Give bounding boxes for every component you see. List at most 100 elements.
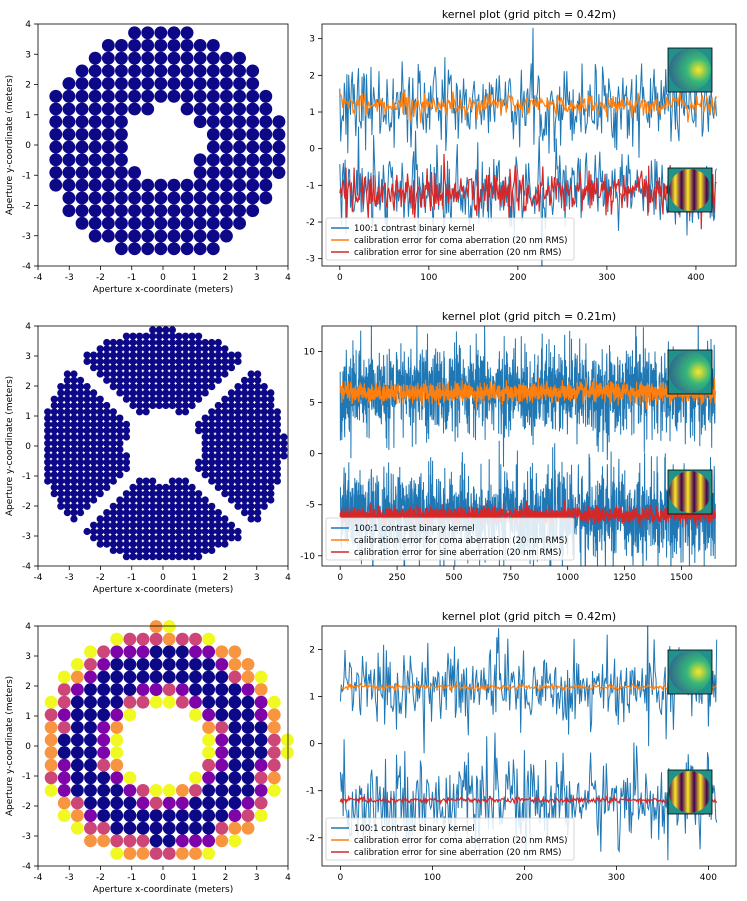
aperture-point: [90, 414, 98, 422]
aperture-point: [233, 127, 246, 141]
aperture-point: [135, 370, 144, 378]
aperture-point: [221, 452, 229, 460]
aperture-point: [168, 382, 176, 391]
aperture-point: [115, 140, 128, 154]
aperture-point: [70, 483, 78, 492]
aperture-point: [189, 809, 202, 823]
aperture-point: [202, 771, 216, 785]
aperture-point: [181, 351, 190, 359]
legend-entry: 100:1 contrast binary kernel: [354, 824, 475, 834]
aperture-point: [149, 521, 157, 529]
aperture-point: [162, 508, 170, 517]
aperture-point: [168, 483, 176, 492]
aperture-point: [63, 439, 71, 447]
aperture-point: [241, 733, 255, 747]
aperture-point: [96, 364, 104, 372]
aperture-point: [97, 834, 111, 848]
aperture-point: [155, 326, 163, 334]
coma-inset-disk: [669, 651, 711, 693]
aperture-point: [116, 464, 124, 473]
aperture-point: [135, 401, 144, 410]
aperture-point: [123, 846, 137, 860]
aperture-point: [122, 527, 131, 536]
aperture-point: [154, 204, 168, 218]
aperture-point: [208, 376, 216, 384]
aperture-point: [142, 553, 150, 561]
aperture-point: [267, 471, 275, 479]
aperture-point: [101, 229, 115, 243]
y-tick-label: -2: [306, 218, 315, 228]
aperture-point: [103, 338, 111, 347]
aperture-point: [189, 632, 202, 646]
plot-area: [339, 626, 718, 861]
aperture-point: [116, 382, 124, 391]
aperture-point: [162, 382, 170, 391]
aperture-point: [181, 395, 190, 403]
aperture-point: [167, 89, 181, 103]
aperture-point: [149, 546, 157, 555]
legend-entry: 100:1 contrast binary kernel: [354, 224, 475, 234]
aperture-point: [193, 242, 207, 256]
aperture-point: [70, 389, 78, 397]
aperture-point: [168, 540, 176, 548]
aperture-point: [175, 846, 189, 860]
aperture-point: [162, 370, 170, 378]
aperture-point: [181, 553, 190, 561]
x-tick-label: -3: [65, 873, 74, 883]
aperture-point: [168, 395, 176, 403]
aperture-point: [221, 471, 229, 479]
aperture-point: [234, 389, 242, 397]
aperture-point: [195, 338, 203, 347]
aperture-point: [123, 796, 137, 810]
aperture-point: [110, 708, 124, 722]
aperture-point: [181, 357, 190, 366]
aperture-point: [220, 166, 233, 179]
aperture-point: [240, 502, 249, 510]
aperture-point: [214, 420, 222, 429]
y-tick-label: 3: [309, 35, 315, 45]
aperture-point: [206, 115, 220, 129]
aperture-point: [44, 464, 52, 473]
aperture-point: [50, 452, 58, 460]
aperture-point: [175, 483, 183, 492]
aperture-point: [221, 540, 229, 548]
aperture-point: [208, 445, 216, 454]
aperture-point: [135, 534, 144, 542]
aperture-point: [267, 496, 275, 504]
aperture-point: [168, 502, 176, 510]
aperture-point: [84, 670, 97, 684]
aperture-point: [44, 439, 52, 447]
aperture-point: [168, 527, 176, 536]
aperture-point: [233, 77, 246, 91]
aperture-point: [188, 496, 196, 504]
aperture-point: [96, 458, 104, 466]
aperture-point: [260, 395, 268, 403]
aperture-point: [84, 733, 97, 747]
aperture-point: [267, 452, 275, 460]
aperture-point: [175, 389, 183, 397]
aperture-point: [215, 670, 229, 684]
aperture-point: [63, 508, 71, 517]
aperture-point: [88, 115, 102, 129]
aperture-point: [149, 620, 163, 634]
aperture-point: [70, 771, 84, 785]
aperture-point: [149, 395, 157, 403]
aperture-point: [57, 471, 65, 479]
aperture-point: [149, 477, 157, 485]
aperture-point: [228, 657, 242, 671]
aperture-point: [195, 364, 203, 372]
aperture-point: [116, 439, 124, 447]
x-tick-label: 3: [254, 873, 260, 883]
aperture-point: [254, 445, 262, 454]
aperture-point: [116, 389, 124, 397]
y-tick-label: 0: [309, 740, 315, 750]
aperture-point: [201, 376, 209, 384]
aperture-point: [195, 553, 203, 561]
aperture-point: [57, 445, 65, 454]
x-tick-label: 0: [160, 573, 166, 583]
aperture-point: [62, 140, 76, 154]
aperture-point: [149, 370, 157, 378]
aperture-point: [44, 427, 52, 435]
aperture-point: [110, 683, 124, 697]
aperture-point: [208, 345, 216, 353]
